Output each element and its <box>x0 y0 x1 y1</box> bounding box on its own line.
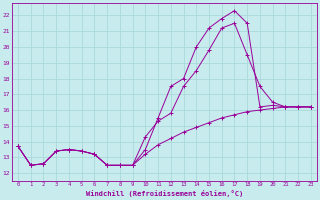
X-axis label: Windchill (Refroidissement éolien,°C): Windchill (Refroidissement éolien,°C) <box>86 190 243 197</box>
